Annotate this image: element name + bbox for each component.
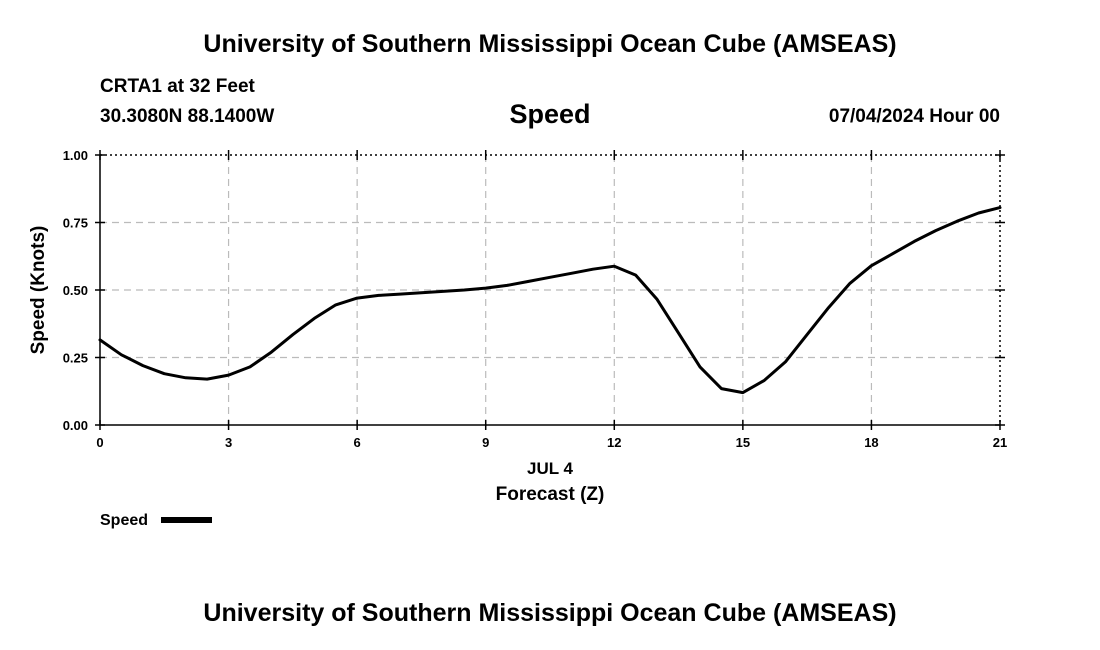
x-tick-label: 12 xyxy=(607,435,621,450)
grid xyxy=(100,155,1000,425)
x-tick-label: 18 xyxy=(864,435,878,450)
axis-ticks: 0 3 6 9 12 15 18 21 0.00 0.25 0.50 0.75 1.00 xyxy=(63,148,1008,450)
series-layer xyxy=(98,206,1002,395)
x-tick-label: 6 xyxy=(354,435,361,450)
x-date-label: JUL 4 xyxy=(527,459,574,478)
x-axis-label: Forecast (Z) xyxy=(496,484,605,505)
series-line-speed xyxy=(98,206,1002,395)
variable-title: Speed xyxy=(509,99,591,129)
x-tick-label: 9 xyxy=(482,435,489,450)
y-tick-label: 0.75 xyxy=(63,216,88,231)
coordinates-label: 30.3080N 88.1400W xyxy=(100,106,275,127)
footer-title: University of Southern Mississippi Ocean… xyxy=(203,599,897,627)
x-tick-label: 0 xyxy=(96,435,103,450)
x-tick-label: 15 xyxy=(736,435,750,450)
x-tick-label: 3 xyxy=(225,435,232,450)
x-tick-label: 21 xyxy=(993,435,1007,450)
date-label: 07/04/2024 Hour 00 xyxy=(828,106,1000,127)
y-tick-label: 0.25 xyxy=(63,351,88,366)
legend-label: Speed xyxy=(100,512,148,529)
y-tick-label: 1.00 xyxy=(63,148,88,163)
page-title: University of Southern Mississippi Ocean… xyxy=(203,30,897,58)
y-axis-label: Speed (Knots) xyxy=(28,226,49,355)
y-tick-label: 0.50 xyxy=(63,283,88,298)
y-tick-label: 0.00 xyxy=(63,418,88,433)
station-label: CRTA1 at 32 Feet xyxy=(100,76,255,97)
